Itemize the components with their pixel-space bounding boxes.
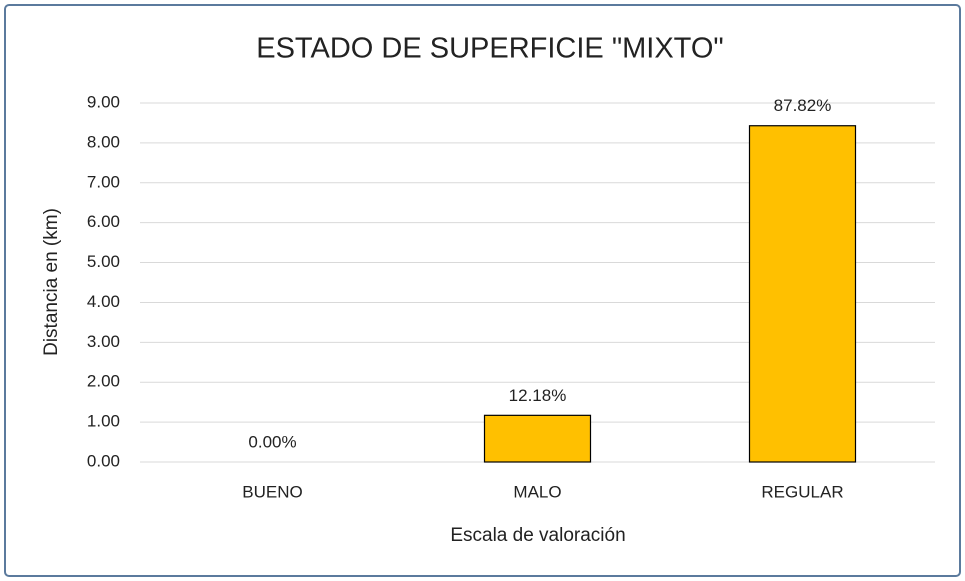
y-tick-label: 5.00	[87, 252, 120, 271]
y-tick-label: 9.00	[87, 92, 120, 111]
y-tick-label: 3.00	[87, 332, 120, 351]
y-axis-title: Distancia en (km)	[41, 208, 62, 356]
y-tick-label: 1.00	[87, 412, 120, 431]
y-tick-label: 4.00	[87, 292, 120, 311]
x-axis-title: Escala de valoración	[450, 525, 625, 546]
data-label: 0.00%	[248, 432, 296, 451]
y-tick-label: 6.00	[87, 212, 120, 231]
chart-title: ESTADO DE SUPERFICIE "MIXTO"	[256, 33, 723, 65]
x-tick-label: MALO	[513, 482, 561, 501]
y-tick-label: 2.00	[87, 372, 120, 391]
bar	[483, 414, 592, 463]
x-tick-label: BUENO	[242, 482, 302, 501]
data-label: 87.82%	[774, 96, 832, 115]
data-label: 12.18%	[509, 386, 567, 405]
y-tick-label: 0.00	[87, 451, 120, 470]
x-tick-label: REGULAR	[761, 482, 843, 501]
chart-frame	[4, 4, 961, 577]
bar	[748, 125, 857, 463]
y-tick-label: 7.00	[87, 172, 120, 191]
y-tick-label: 8.00	[87, 132, 120, 151]
